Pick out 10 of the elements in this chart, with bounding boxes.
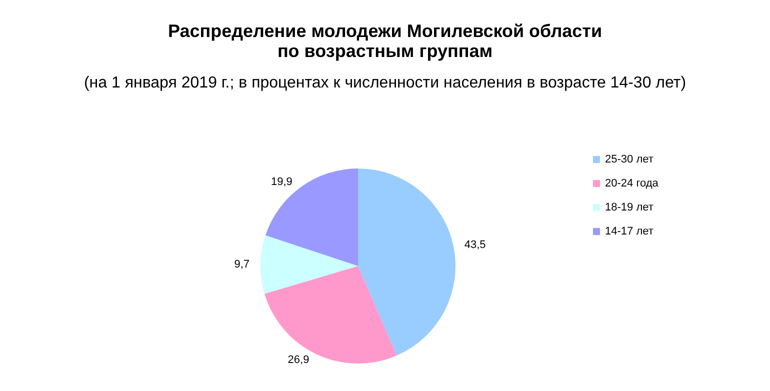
data-label: 19,9	[271, 176, 292, 188]
data-label: 43,5	[464, 239, 486, 252]
legend-label: 18-19 лет	[605, 202, 654, 214]
legend-label: 25-30 лет	[605, 154, 654, 166]
legend-label: 20-24 года	[605, 178, 660, 190]
data-label: 26,9	[288, 354, 310, 366]
data-label: 9,7	[234, 258, 250, 270]
chart-subtitle: (на 1 января 2019 г.; в процентах к численности населения в возрасте 14-30 лет)	[84, 74, 686, 92]
legend-label: 14-17 лет	[605, 226, 654, 238]
chart-title: Распределение молодежи Могилевской области по возрастным группам	[168, 21, 602, 61]
